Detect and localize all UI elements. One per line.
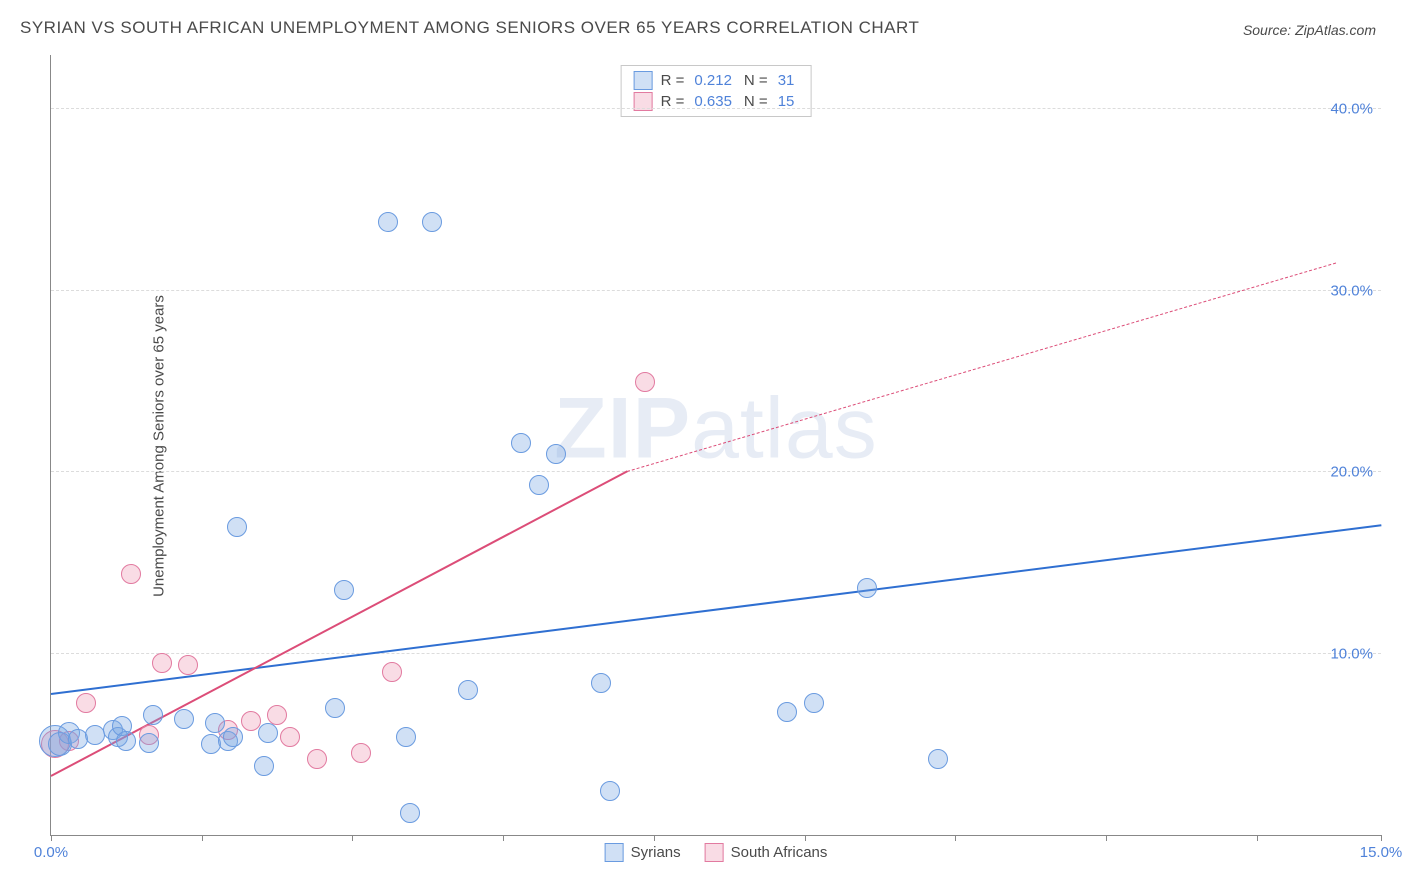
data-point: [635, 372, 655, 392]
x-tick-mark: [503, 835, 504, 841]
source-attribution: Source: ZipAtlas.com: [1243, 22, 1376, 38]
x-tick-mark: [202, 835, 203, 841]
gridline: [51, 471, 1381, 472]
data-point: [600, 781, 620, 801]
trendline-south-africans: [50, 470, 627, 777]
data-point: [325, 698, 345, 718]
data-point: [116, 731, 136, 751]
legend-series: Syrians South Africans: [605, 843, 828, 862]
chart-container: SYRIAN VS SOUTH AFRICAN UNEMPLOYMENT AMO…: [0, 0, 1406, 892]
legend-n-value-syrians: 31: [778, 72, 795, 89]
watermark-rest: atlas: [691, 381, 878, 477]
data-point: [178, 655, 198, 675]
data-point: [68, 729, 88, 749]
data-point: [307, 749, 327, 769]
watermark: ZIPatlas: [554, 380, 877, 479]
data-point: [529, 475, 549, 495]
data-point: [928, 749, 948, 769]
y-tick-label: 20.0%: [1330, 464, 1373, 481]
legend-item-syrians: Syrians: [605, 843, 681, 862]
chart-title: SYRIAN VS SOUTH AFRICAN UNEMPLOYMENT AMO…: [20, 18, 919, 38]
legend-n-label: N =: [744, 72, 768, 89]
source-prefix: Source:: [1243, 22, 1295, 38]
legend-swatch-syrians-bottom: [605, 843, 624, 862]
data-point: [152, 653, 172, 673]
data-point: [546, 444, 566, 464]
data-point: [378, 212, 398, 232]
data-point: [382, 662, 402, 682]
trendline-dashed-south-africans: [627, 263, 1337, 473]
gridline: [51, 290, 1381, 291]
data-point: [458, 680, 478, 700]
x-tick-label: 15.0%: [1360, 844, 1403, 861]
data-point: [857, 578, 877, 598]
data-point: [223, 727, 243, 747]
data-point: [351, 743, 371, 763]
x-tick-mark: [654, 835, 655, 841]
data-point: [201, 734, 221, 754]
data-point: [511, 433, 531, 453]
x-tick-mark: [352, 835, 353, 841]
data-point: [227, 517, 247, 537]
data-point: [258, 723, 278, 743]
legend-swatch-south-africans-bottom: [705, 843, 724, 862]
data-point: [121, 564, 141, 584]
data-point: [777, 702, 797, 722]
x-tick-mark: [51, 835, 52, 841]
x-tick-mark: [955, 835, 956, 841]
legend-label-south-africans: South Africans: [731, 844, 828, 861]
y-tick-label: 10.0%: [1330, 645, 1373, 662]
legend-swatch-syrians: [634, 71, 653, 90]
data-point: [241, 711, 261, 731]
plot-area: ZIPatlas R = 0.212 N = 31 R = 0.635 N = …: [50, 55, 1381, 836]
legend-r-label: R =: [661, 72, 685, 89]
data-point: [334, 580, 354, 600]
watermark-bold: ZIP: [554, 381, 691, 477]
data-point: [396, 727, 416, 747]
legend-row-syrians: R = 0.212 N = 31: [634, 70, 799, 91]
legend-item-south-africans: South Africans: [705, 843, 828, 862]
source-name: ZipAtlas.com: [1295, 22, 1376, 38]
legend-label-syrians: Syrians: [631, 844, 681, 861]
y-tick-label: 40.0%: [1330, 101, 1373, 118]
x-tick-mark: [1381, 835, 1382, 841]
x-tick-mark: [805, 835, 806, 841]
legend-r-value-syrians: 0.212: [694, 72, 732, 89]
data-point: [254, 756, 274, 776]
x-tick-mark: [1257, 835, 1258, 841]
data-point: [174, 709, 194, 729]
data-point: [422, 212, 442, 232]
data-point: [143, 705, 163, 725]
y-tick-label: 30.0%: [1330, 282, 1373, 299]
data-point: [76, 693, 96, 713]
data-point: [280, 727, 300, 747]
data-point: [205, 713, 225, 733]
data-point: [267, 705, 287, 725]
data-point: [804, 693, 824, 713]
data-point: [139, 733, 159, 753]
data-point: [591, 673, 611, 693]
x-tick-label: 0.0%: [34, 844, 68, 861]
gridline: [51, 108, 1381, 109]
x-tick-mark: [1106, 835, 1107, 841]
data-point: [400, 803, 420, 823]
gridline: [51, 653, 1381, 654]
